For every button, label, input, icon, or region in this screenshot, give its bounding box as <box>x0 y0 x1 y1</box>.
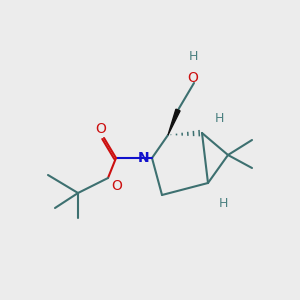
Text: O: O <box>188 71 198 85</box>
Text: H: H <box>219 197 228 210</box>
Text: H: H <box>215 112 224 124</box>
Text: O: O <box>111 179 122 193</box>
Polygon shape <box>168 109 180 135</box>
Text: N: N <box>137 151 149 165</box>
Text: O: O <box>96 122 106 136</box>
Text: H: H <box>188 50 198 63</box>
